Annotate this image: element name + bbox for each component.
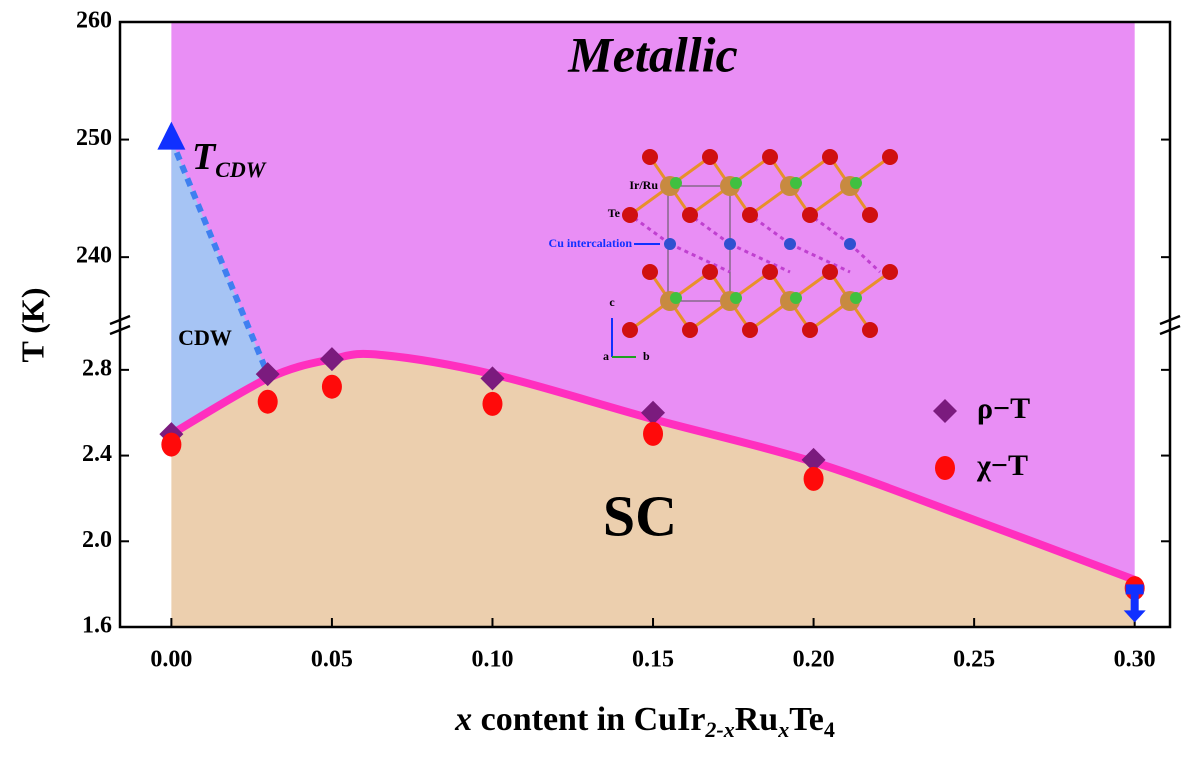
te-atom (822, 264, 838, 280)
legend-label: ρ−T (977, 392, 1030, 425)
te-atom (802, 207, 818, 223)
te-atom (862, 322, 878, 338)
te-atom (882, 264, 898, 280)
te-atom (742, 322, 758, 338)
te-atom (822, 149, 838, 165)
cu-atom (664, 238, 676, 250)
ru-atom (850, 292, 862, 304)
y-tick-label: 1.6 (82, 613, 112, 639)
te-atom (642, 149, 658, 165)
ru-atom (670, 177, 682, 189)
te-atom (882, 149, 898, 165)
te-atom (622, 207, 638, 223)
inset-label: Ir/Ru (629, 178, 658, 192)
ru-atom (790, 177, 802, 189)
data-point (482, 392, 502, 416)
region-label: SC (603, 483, 677, 548)
ru-atom (670, 292, 682, 304)
x-tick-label: 0.15 (632, 647, 674, 673)
inset-label: Te (608, 206, 621, 220)
x-tick-label: 0.00 (150, 647, 192, 673)
cu-atom (844, 238, 856, 250)
te-atom (622, 322, 638, 338)
te-atom (702, 264, 718, 280)
y-tick-label: 2.8 (82, 355, 112, 381)
x-label-part: 4 (824, 717, 835, 742)
x-tick-label: 0.10 (471, 647, 513, 673)
x-label-part: x (777, 717, 789, 742)
cu-atom (784, 238, 796, 250)
y-tick-label: 260 (76, 8, 112, 34)
x-tick-label: 0.25 (953, 647, 995, 673)
data-point (161, 433, 181, 457)
te-atom (682, 322, 698, 338)
data-point (258, 390, 278, 414)
inset-label: b (643, 349, 650, 363)
x-label-part: 2-x (704, 717, 734, 742)
ru-atom (730, 177, 742, 189)
data-point (804, 467, 824, 491)
te-atom (702, 149, 718, 165)
y-tick-label: 250 (76, 125, 112, 151)
te-atom (762, 264, 778, 280)
inset-label: Cu intercalation (549, 236, 633, 250)
chart-title: Metallic (567, 26, 737, 82)
legend-marker (935, 456, 955, 480)
te-atom (682, 207, 698, 223)
region-label: CDW (178, 325, 232, 350)
tcdw-label-part: CDW (215, 157, 267, 182)
y-tick-label: 240 (76, 243, 112, 269)
data-point (322, 375, 342, 399)
data-point (643, 422, 663, 446)
te-atom (802, 322, 818, 338)
x-tick-label: 0.20 (793, 647, 835, 673)
te-atom (642, 264, 658, 280)
inset-label: c (609, 295, 615, 309)
x-tick-label: 0.05 (311, 647, 353, 673)
x-label-part: x (454, 701, 472, 738)
tcdw-label-part: T (192, 136, 217, 178)
x-axis-label: x content in CuIr2-xRuxTe4 (454, 701, 835, 742)
ru-atom (850, 177, 862, 189)
inset-label: a (603, 349, 609, 363)
cu-atom (724, 238, 736, 250)
x-label-part: content in CuIr (472, 701, 705, 738)
x-label-part: Ru (735, 701, 778, 738)
te-atom (742, 207, 758, 223)
x-tick-label: 0.30 (1114, 647, 1156, 673)
ru-atom (790, 292, 802, 304)
legend-label: χ−T (976, 449, 1028, 482)
y-tick-label: 2.0 (82, 527, 112, 553)
te-atom (762, 149, 778, 165)
ru-atom (730, 292, 742, 304)
y-tick-label: 2.4 (82, 441, 112, 467)
chart: Ir/Ru Te Cu intercalation c b a 0.00 0.05 0.10 0… (0, 0, 1198, 762)
x-label-part: Te (789, 701, 824, 738)
y-axis-label: T (K) (14, 288, 50, 363)
te-atom (862, 207, 878, 223)
